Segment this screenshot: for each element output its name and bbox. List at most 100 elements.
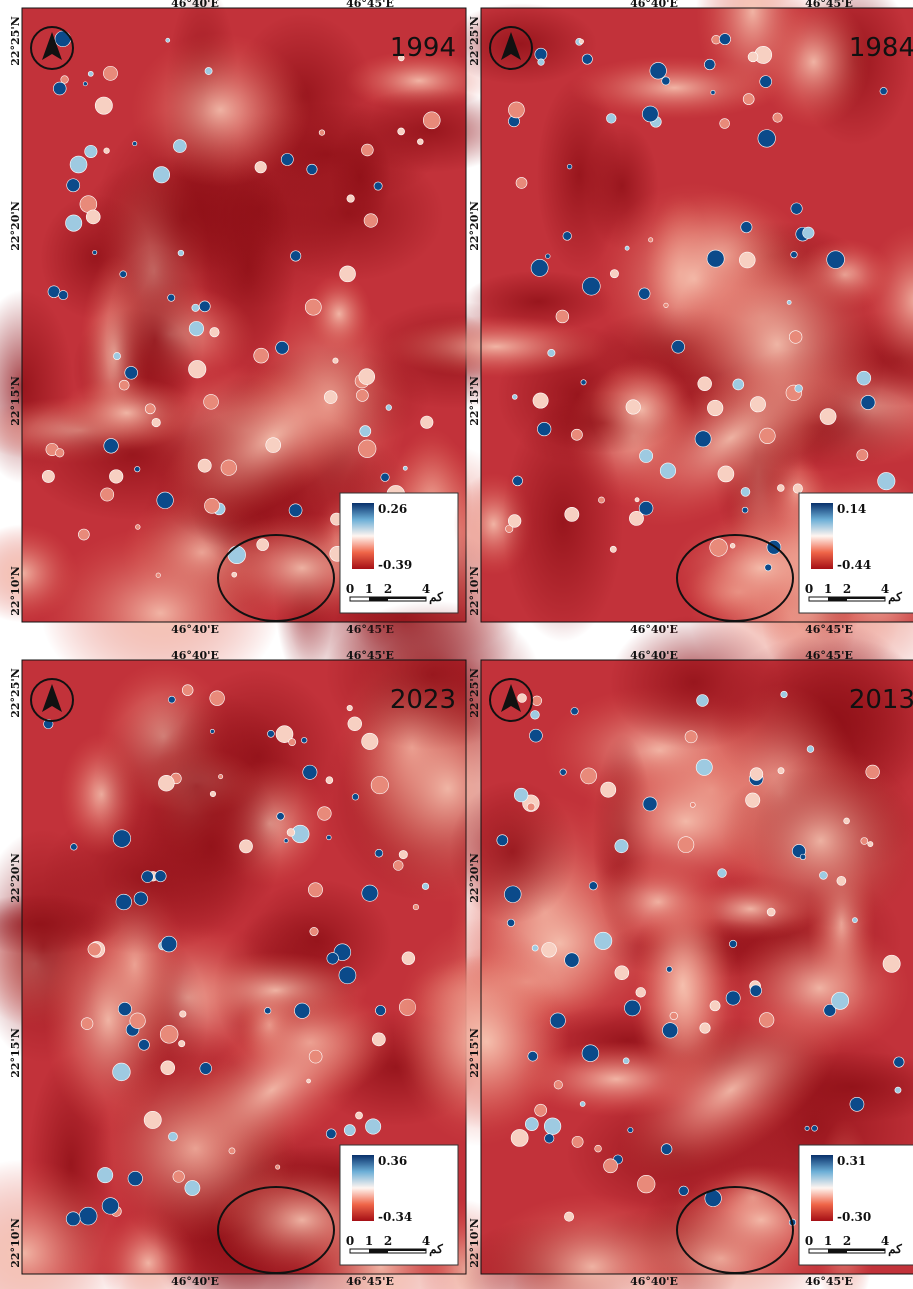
- latitude-label: 22°20'N: [468, 853, 481, 903]
- field: [93, 250, 97, 254]
- field: [726, 991, 740, 1005]
- field: [628, 1127, 633, 1132]
- scale-unit: كم: [888, 1242, 902, 1257]
- field: [276, 341, 289, 354]
- field: [639, 449, 652, 462]
- field: [741, 222, 752, 233]
- field: [750, 985, 762, 997]
- field: [567, 164, 572, 169]
- field: [344, 1125, 355, 1136]
- field: [544, 1118, 561, 1135]
- field: [746, 793, 760, 807]
- field: [758, 130, 776, 148]
- field: [532, 945, 538, 951]
- field: [750, 768, 763, 781]
- field: [852, 918, 857, 923]
- scale-bar: [828, 1249, 847, 1253]
- scale-tick: 1: [365, 1234, 373, 1248]
- field: [48, 286, 60, 298]
- field: [59, 290, 68, 299]
- field: [662, 77, 670, 85]
- field: [422, 883, 429, 890]
- field: [173, 1171, 185, 1183]
- field: [326, 777, 333, 784]
- field: [79, 1207, 97, 1225]
- longitude-label: 46°40'E: [171, 1275, 219, 1288]
- legend-ramp: [811, 503, 833, 569]
- latitude-label: 22°15'N: [9, 1028, 22, 1078]
- field: [516, 177, 527, 188]
- field: [178, 250, 184, 256]
- field: [635, 498, 639, 502]
- field: [648, 238, 652, 242]
- field: [158, 775, 174, 791]
- field: [103, 66, 117, 80]
- field: [850, 1097, 864, 1111]
- field: [595, 1145, 602, 1152]
- field: [542, 942, 557, 957]
- field: [697, 695, 709, 707]
- field: [116, 894, 132, 910]
- year-label: 2023: [390, 685, 456, 715]
- field: [767, 908, 775, 916]
- field: [371, 776, 388, 793]
- field: [232, 572, 237, 577]
- field: [88, 943, 101, 956]
- field: [720, 119, 730, 129]
- field: [205, 67, 212, 74]
- field: [365, 1119, 380, 1134]
- field: [134, 892, 147, 905]
- field: [417, 139, 423, 145]
- terrain: [95, 687, 299, 884]
- field: [696, 759, 712, 775]
- field: [760, 76, 772, 88]
- field: [565, 507, 579, 521]
- field: [533, 393, 548, 408]
- field: [511, 1129, 528, 1146]
- field: [413, 904, 419, 910]
- field: [532, 696, 542, 706]
- field: [157, 492, 174, 509]
- field: [880, 87, 887, 94]
- field: [324, 391, 337, 404]
- field: [857, 449, 868, 460]
- legend: 0.31-0.300124كم: [799, 1145, 913, 1265]
- field: [360, 426, 371, 437]
- field: [868, 841, 873, 846]
- field: [531, 710, 540, 719]
- field: [120, 271, 127, 278]
- field: [529, 729, 542, 742]
- field: [554, 1081, 562, 1089]
- field: [582, 54, 592, 64]
- scale-tick: 0: [805, 582, 813, 596]
- field: [85, 145, 97, 157]
- latitude-label: 22°10'N: [9, 566, 22, 616]
- field: [125, 366, 138, 379]
- field: [340, 266, 356, 282]
- field: [185, 1180, 200, 1195]
- field: [199, 301, 210, 312]
- field: [582, 1045, 599, 1062]
- field: [831, 992, 848, 1009]
- field: [308, 883, 322, 897]
- field: [264, 1007, 270, 1013]
- longitude-label: 46°45'E: [805, 649, 853, 662]
- field: [210, 791, 216, 797]
- field: [518, 694, 527, 703]
- terrain: [609, 615, 778, 750]
- field: [130, 1013, 146, 1029]
- field: [333, 358, 338, 363]
- field: [398, 128, 405, 135]
- field: [386, 405, 392, 411]
- field: [598, 497, 604, 503]
- latitude-label: 22°15'N: [468, 376, 481, 426]
- field: [372, 1033, 385, 1046]
- field: [210, 327, 219, 336]
- legend-ramp: [352, 1155, 374, 1221]
- field: [791, 203, 802, 214]
- field: [827, 251, 845, 269]
- latitude-label: 22°25'N: [468, 16, 481, 66]
- legend-min: -0.44: [837, 558, 871, 572]
- longitude-label: 46°45'E: [346, 0, 394, 10]
